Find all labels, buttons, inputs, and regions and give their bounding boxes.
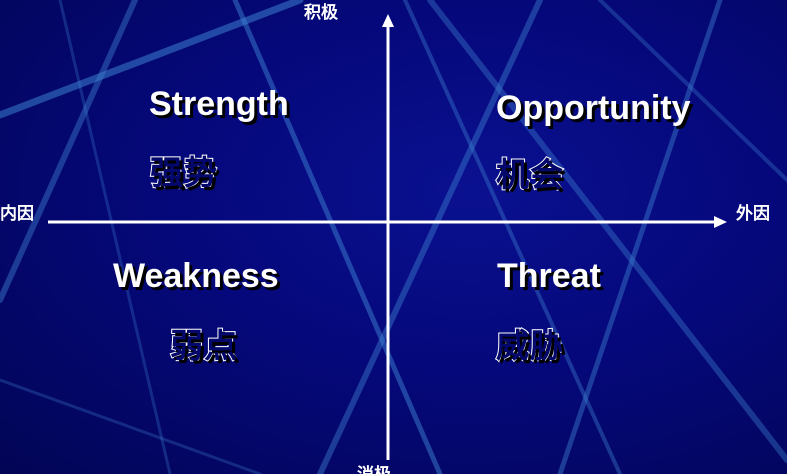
axis-label-bottom: 消极 — [357, 465, 391, 474]
quadrant-threat-title: Threat — [497, 257, 601, 295]
vertical-axis-arrowhead — [382, 14, 394, 27]
quadrant-strength-subtitle: 强势 — [149, 153, 218, 193]
horizontal-axis-arrowhead — [714, 216, 727, 228]
quadrant-weakness-title: Weakness — [113, 257, 279, 295]
axis-label-left: 内因 — [0, 204, 34, 224]
quadrant-threat-subtitle: 威胁 — [495, 326, 564, 366]
quadrant-opportunity-subtitle: 机会 — [495, 155, 564, 195]
quadrant-strength-title: Strength — [149, 85, 289, 123]
quadrant-weakness-subtitle: 弱点 — [169, 326, 238, 366]
axis-label-top: 积极 — [304, 3, 338, 23]
quadrant-opportunity-title: Opportunity — [496, 89, 691, 127]
axis-label-right: 外因 — [736, 204, 770, 224]
